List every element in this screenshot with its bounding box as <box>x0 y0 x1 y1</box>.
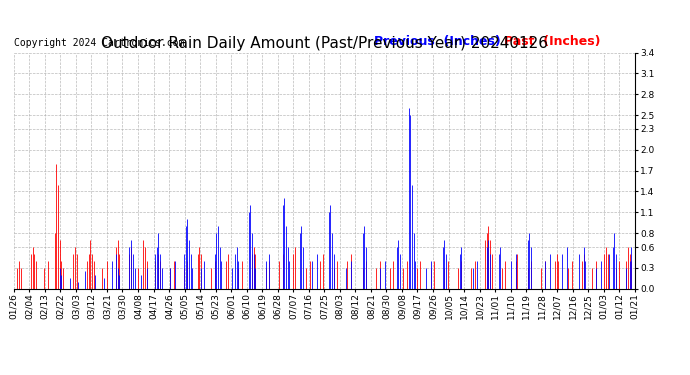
Text: Copyright 2024 Cartronics.com: Copyright 2024 Cartronics.com <box>14 38 184 48</box>
Title: Outdoor Rain Daily Amount (Past/Previous Year) 20240126: Outdoor Rain Daily Amount (Past/Previous… <box>101 36 548 51</box>
Text: Past  (Inches): Past (Inches) <box>504 35 601 48</box>
Text: Previous  (Inches): Previous (Inches) <box>374 35 501 48</box>
